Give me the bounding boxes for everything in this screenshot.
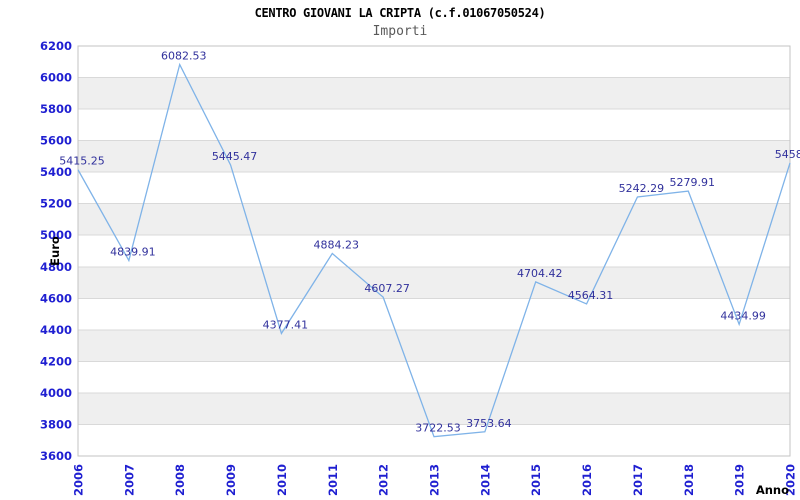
data-label: 4564.31 — [568, 289, 614, 302]
y-tick-label: 5400 — [40, 165, 72, 179]
y-tick-label: 4800 — [40, 260, 72, 274]
y-tick-label: 3800 — [40, 417, 72, 431]
data-label: 5445.47 — [212, 150, 258, 163]
x-tick-label: 2016 — [580, 464, 594, 496]
data-label: 5242.29 — [619, 182, 665, 195]
y-tick-label: 6000 — [40, 71, 72, 85]
y-tick-label: 5800 — [40, 102, 72, 116]
y-tick-label: 5200 — [40, 197, 72, 211]
data-label: 5458.7 — [775, 148, 800, 161]
data-label: 3753.64 — [466, 417, 512, 430]
x-tick-label: 2019 — [733, 464, 747, 496]
x-tick-label: 2017 — [631, 464, 645, 496]
y-tick-label: 4000 — [40, 386, 72, 400]
alt-band — [78, 266, 790, 299]
y-tick-label: 6200 — [40, 39, 72, 53]
x-tick-label: 2007 — [122, 464, 136, 496]
x-tick-label: 2020 — [784, 464, 798, 496]
data-label: 5415.25 — [59, 155, 105, 168]
x-tick-label: 2010 — [275, 464, 289, 496]
x-tick-label: 2018 — [682, 464, 696, 496]
y-axis-title: Euro — [48, 236, 62, 266]
x-tick-label: 2006 — [72, 464, 86, 496]
y-tick-label: 3600 — [40, 449, 72, 463]
data-label: 4607.27 — [364, 282, 410, 295]
x-tick-label: 2012 — [377, 464, 391, 496]
y-tick-label: 4600 — [40, 291, 72, 305]
data-label: 4839.91 — [110, 245, 156, 258]
data-label: 4377.41 — [263, 318, 309, 331]
y-tick-label: 5000 — [40, 228, 72, 242]
data-label: 4884.23 — [314, 238, 360, 251]
data-label: 4434.99 — [720, 309, 766, 322]
x-tick-label: 2009 — [224, 464, 238, 496]
alt-band — [78, 77, 790, 110]
x-tick-label: 2008 — [173, 464, 187, 496]
plot-border — [77, 45, 791, 457]
alt-band — [78, 140, 790, 173]
data-label: 5279.91 — [670, 176, 716, 189]
alt-band — [78, 329, 790, 362]
data-label: 3722.53 — [415, 422, 461, 435]
y-tick-label: 4400 — [40, 323, 72, 337]
x-tick-label: 2013 — [428, 464, 442, 496]
data-label: 4704.42 — [517, 267, 563, 280]
alt-band — [78, 203, 790, 236]
series-line — [77, 62, 791, 438]
x-tick-label: 2014 — [478, 464, 492, 496]
alt-band — [78, 392, 790, 425]
chart-title: CENTRO GIOVANI LA CRIPTA (c.f.0106705052… — [254, 6, 546, 20]
chart-subtitle: Importi — [372, 24, 428, 39]
x-tick-label: 2011 — [326, 464, 340, 496]
data-label: 6082.53 — [161, 50, 207, 63]
x-tick-label: 2015 — [529, 464, 543, 496]
y-tick-label: 4200 — [40, 354, 72, 368]
x-axis-title: Anno — [755, 483, 789, 497]
y-tick-label: 5600 — [40, 134, 72, 148]
